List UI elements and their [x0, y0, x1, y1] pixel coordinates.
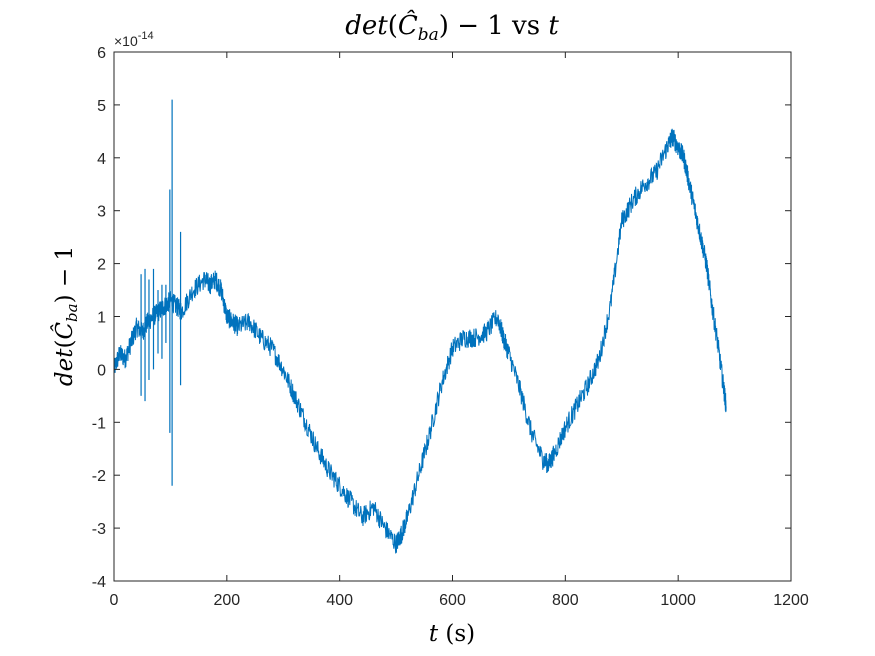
ticks-layer: 0 200 400 600 800 1000 1200 -4 -3 -2 -1 0 1 2 3 4 5 6	[92, 45, 809, 609]
title-c: Ĉ	[398, 9, 418, 41]
title-paren-open: (	[388, 11, 398, 41]
chart-title: det(Ĉba) − 1 vs t	[345, 9, 559, 45]
y-tick-label: 3	[97, 204, 106, 221]
y-tick-label: 1	[97, 310, 106, 327]
x-tick-label: 400	[326, 592, 353, 609]
y-tick-label: -3	[92, 521, 106, 538]
x-tick-label: 600	[439, 592, 466, 609]
series-line-0	[113, 128, 727, 554]
y-tick-label: 2	[97, 257, 106, 274]
x-tick-label: 800	[552, 592, 579, 609]
y-tick-label: -4	[92, 574, 106, 591]
y-axis-c: Ĉ	[51, 322, 78, 340]
y-axis-label-group: det(Ĉba) − 1	[51, 246, 81, 386]
y-exponent-power: -14	[138, 30, 154, 42]
x-axis-var: t	[429, 621, 439, 647]
y-axis-det: det	[52, 348, 78, 386]
y-tick-label: -2	[92, 468, 106, 485]
y-tick-label: 0	[97, 362, 106, 379]
plot-area	[114, 52, 791, 581]
y-tick-label: 4	[97, 151, 106, 168]
title-t: t	[548, 11, 559, 41]
y-axis-label: det(Ĉba) − 1	[51, 246, 81, 386]
x-axis-unit: (s)	[438, 621, 475, 647]
x-tick-label: 200	[213, 592, 240, 609]
y-axis-subscript: ba	[63, 303, 81, 322]
title-rest: ) − 1 vs	[439, 11, 549, 41]
x-tick-label: 0	[110, 592, 119, 609]
y-axis-rest: ) − 1	[52, 246, 78, 304]
series-layer	[113, 99, 727, 554]
title-det: det	[345, 11, 388, 41]
x-tick-label: 1200	[773, 592, 809, 609]
y-tick-label: 6	[97, 45, 106, 62]
y-tick-label: -1	[92, 415, 106, 432]
x-axis-label: t (s)	[429, 621, 475, 647]
y-tick-label: 5	[97, 98, 106, 115]
title-subscript: ba	[418, 25, 439, 45]
x-tick-label: 1000	[660, 592, 696, 609]
y-axis-paren-open: (	[52, 340, 78, 349]
